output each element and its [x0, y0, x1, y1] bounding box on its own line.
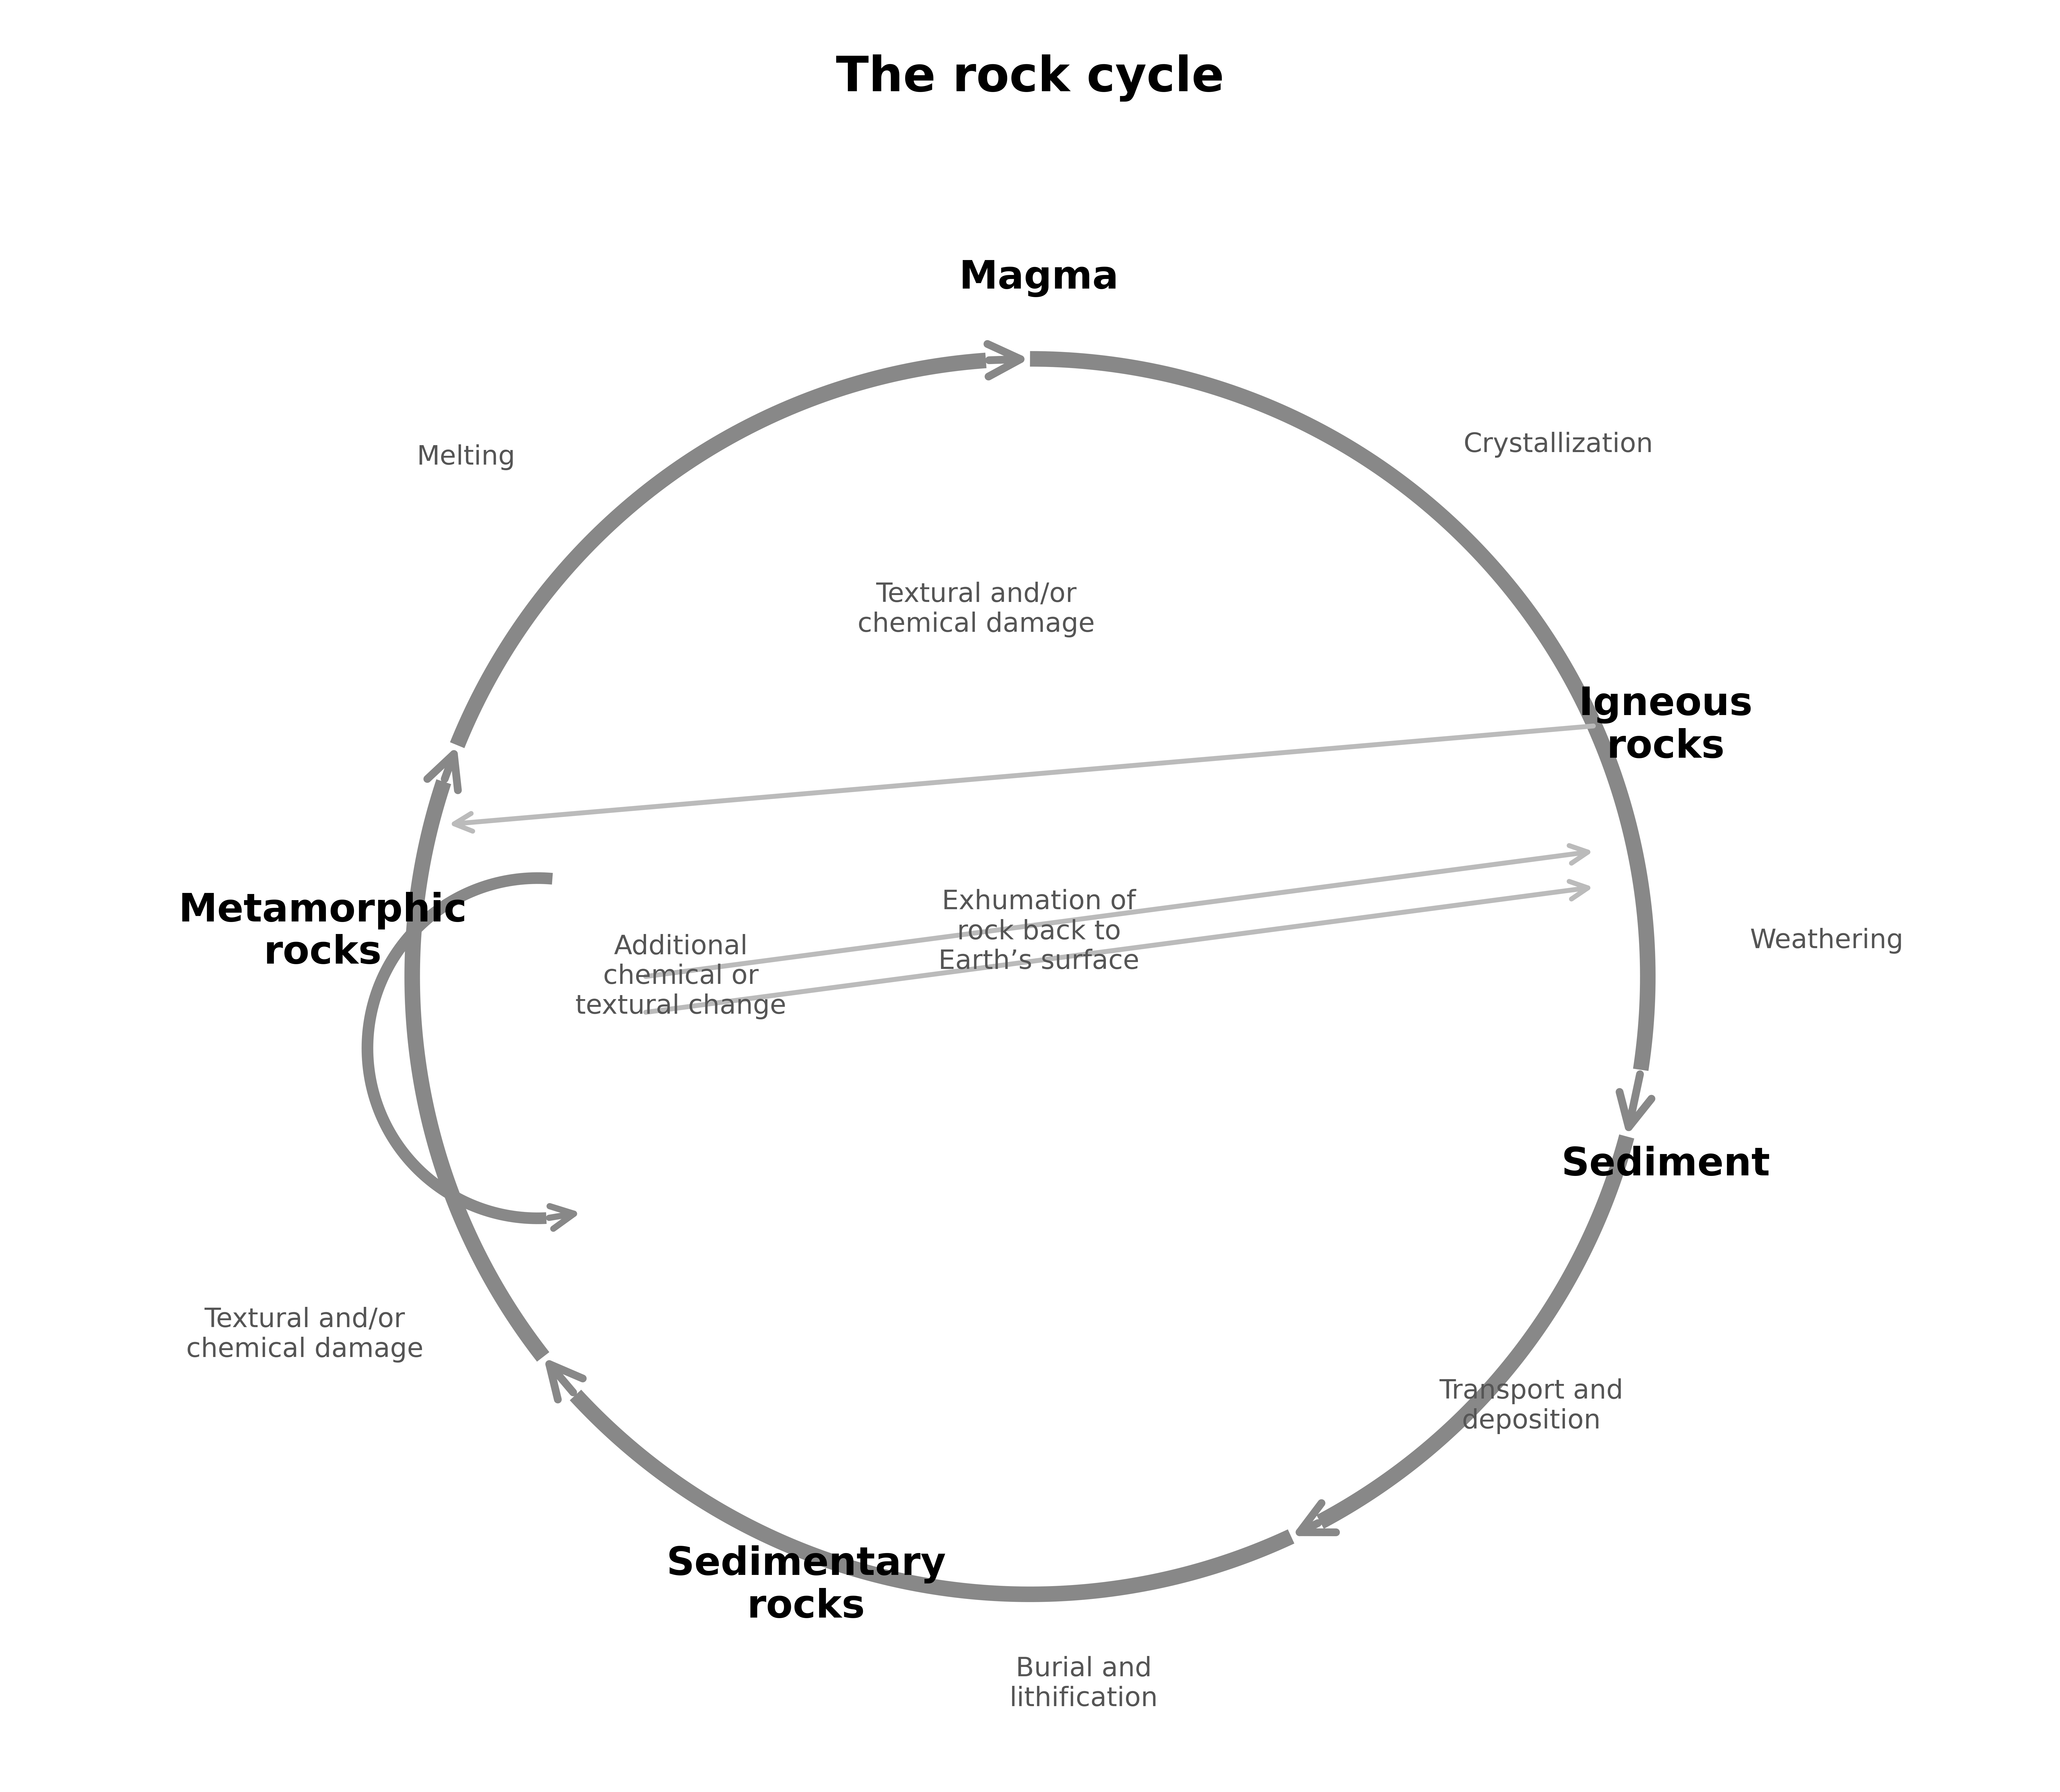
Text: Additional
chemical or
textural change: Additional chemical or textural change [575, 934, 787, 1020]
Text: Metamorphic
rocks: Metamorphic rocks [179, 892, 468, 971]
Text: Textural and/or
chemical damage: Textural and/or chemical damage [185, 1306, 424, 1362]
Text: Magma: Magma [960, 260, 1119, 297]
Text: Melting: Melting [416, 444, 515, 470]
Text: The rock cycle: The rock cycle [836, 54, 1224, 102]
Text: Sediment: Sediment [1561, 1145, 1770, 1183]
Text: Weathering: Weathering [1751, 928, 1903, 953]
Text: Transport and
deposition: Transport and deposition [1440, 1378, 1623, 1434]
Text: Exhumation of
rock back to
Earth’s surface: Exhumation of rock back to Earth’s surfa… [939, 889, 1139, 975]
Text: Textural and/or
chemical damage: Textural and/or chemical damage [857, 582, 1096, 638]
Text: Burial and
lithification: Burial and lithification [1009, 1656, 1158, 1711]
Text: Crystallization: Crystallization [1463, 432, 1652, 457]
Text: Igneous
rocks: Igneous rocks [1578, 686, 1753, 765]
Text: Sedimentary
rocks: Sedimentary rocks [665, 1545, 946, 1625]
